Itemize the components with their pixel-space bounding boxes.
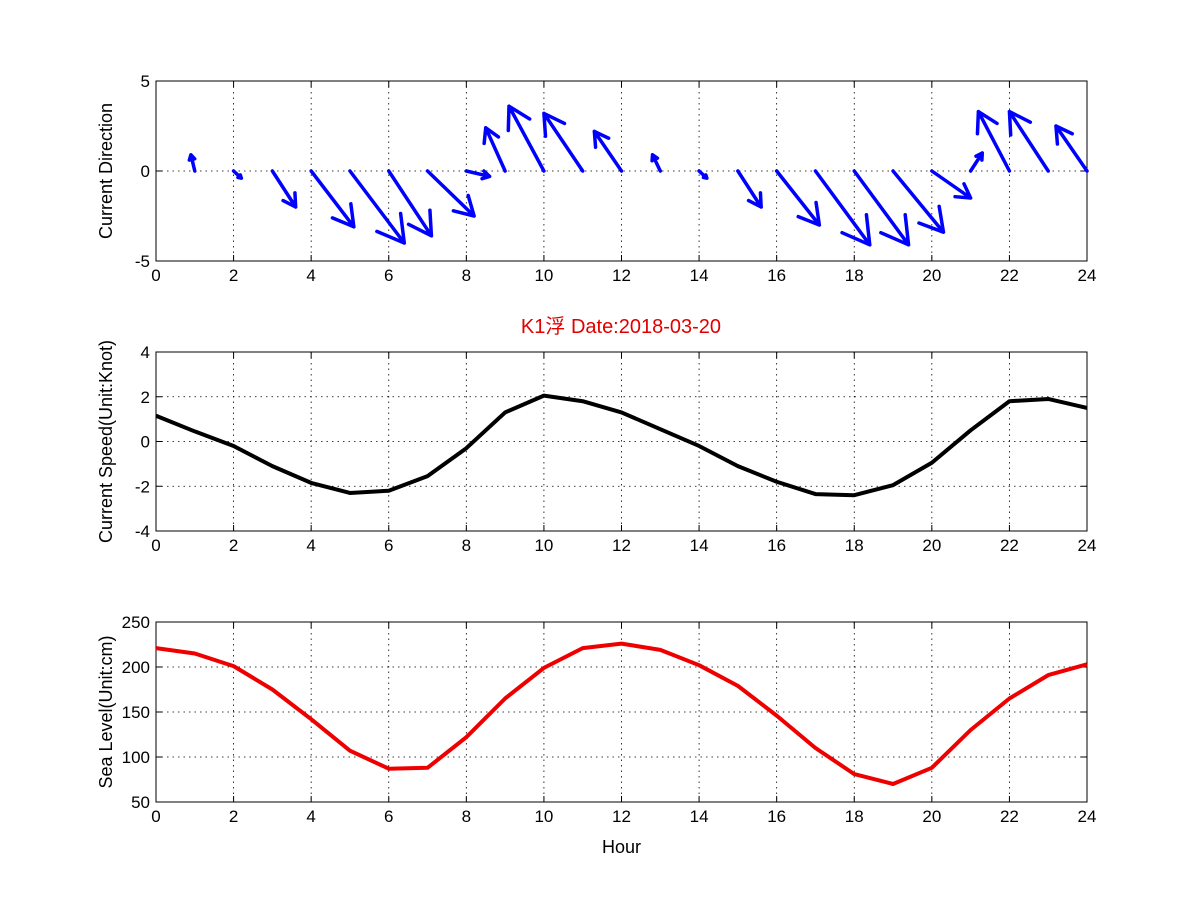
series-line xyxy=(155,641,1088,786)
y-tick-label: 150 xyxy=(122,703,150,722)
current-arrow xyxy=(464,169,492,181)
x-tick-label: 20 xyxy=(922,807,941,826)
current-arrow xyxy=(697,169,709,180)
current-arrow xyxy=(187,153,197,173)
x-axis-label: Hour xyxy=(602,837,641,857)
x-tick-label: 6 xyxy=(384,266,393,285)
current-arrow xyxy=(592,129,624,173)
x-tick-label: 16 xyxy=(767,807,786,826)
x-tick-label: 10 xyxy=(534,536,553,555)
current-arrow xyxy=(852,169,911,247)
x-tick-label: 16 xyxy=(767,536,786,555)
x-tick-label: 24 xyxy=(1078,807,1097,826)
current-arrow xyxy=(968,151,985,173)
y-axis-label: Current Speed(Unit:Knot) xyxy=(96,340,116,543)
x-tick-label: 0 xyxy=(151,536,160,555)
y-tick-label: -5 xyxy=(135,252,150,271)
x-tick-label: 2 xyxy=(229,536,238,555)
y-axis-label: Sea Level(Unit:cm) xyxy=(96,635,116,788)
x-tick-label: 22 xyxy=(1000,266,1019,285)
current-arrow xyxy=(891,169,946,234)
current-arrow xyxy=(482,126,507,173)
x-tick-label: 14 xyxy=(690,807,709,826)
x-tick-label: 16 xyxy=(767,266,786,285)
current-arrow xyxy=(387,169,434,238)
current-arrow xyxy=(542,111,585,173)
y-tick-label: 0 xyxy=(141,433,150,452)
x-tick-label: 22 xyxy=(1000,807,1019,826)
x-tick-label: 10 xyxy=(534,807,553,826)
y-tick-label: 5 xyxy=(141,72,150,91)
x-tick-label: 12 xyxy=(612,536,631,555)
x-tick-label: 12 xyxy=(612,266,631,285)
x-tick-label: 20 xyxy=(922,536,941,555)
y-tick-label: 200 xyxy=(122,658,150,677)
y-tick-label: 250 xyxy=(122,613,150,632)
x-tick-label: 6 xyxy=(384,807,393,826)
x-tick-label: 10 xyxy=(534,266,553,285)
x-tick-label: 24 xyxy=(1078,266,1097,285)
x-tick-label: 8 xyxy=(462,266,471,285)
y-axis-label: Current Direction xyxy=(96,103,116,239)
x-tick-label: 20 xyxy=(922,266,941,285)
x-tick-label: 22 xyxy=(1000,536,1019,555)
current-arrow xyxy=(774,169,822,227)
y-tick-label: 2 xyxy=(141,388,150,407)
x-tick-label: 8 xyxy=(462,807,471,826)
x-tick-label: 14 xyxy=(690,536,709,555)
x-tick-label: 6 xyxy=(384,536,393,555)
current-arrow xyxy=(975,109,1012,173)
y-tick-label: 4 xyxy=(141,343,150,362)
current-arrow xyxy=(309,169,356,229)
x-tick-label: 2 xyxy=(229,266,238,285)
x-tick-label: 4 xyxy=(306,266,315,285)
x-tick-label: 2 xyxy=(229,807,238,826)
y-tick-label: -2 xyxy=(135,477,150,496)
current-arrow xyxy=(813,169,872,247)
y-tick-label: -4 xyxy=(135,522,150,541)
current-arrow xyxy=(506,104,546,173)
x-tick-label: 4 xyxy=(306,536,315,555)
x-tick-label: 18 xyxy=(845,536,864,555)
x-tick-label: 12 xyxy=(612,807,631,826)
x-tick-label: 24 xyxy=(1078,536,1097,555)
current-arrow xyxy=(1054,124,1089,173)
series-line xyxy=(155,393,1088,498)
current-arrow xyxy=(1007,109,1050,173)
x-tick-label: 4 xyxy=(306,807,315,826)
current-arrow xyxy=(348,169,407,245)
current-arrow xyxy=(425,169,476,218)
y-tick-label: 50 xyxy=(131,793,150,812)
chart-title: K1浮 Date:2018-03-20 xyxy=(521,315,721,338)
x-tick-label: 0 xyxy=(151,807,160,826)
x-tick-label: 14 xyxy=(690,266,709,285)
axes-box xyxy=(155,621,1088,803)
x-tick-label: 8 xyxy=(462,536,471,555)
x-tick-label: 0 xyxy=(151,266,160,285)
x-tick-label: 18 xyxy=(845,266,864,285)
current-arrow xyxy=(270,169,298,209)
current-arrow xyxy=(736,169,763,209)
current-arrow xyxy=(650,153,663,173)
x-tick-label: 18 xyxy=(845,807,864,826)
current-arrow xyxy=(231,169,244,180)
current-arrow xyxy=(930,169,973,200)
y-tick-label: 100 xyxy=(122,748,150,767)
y-tick-label: 0 xyxy=(141,162,150,181)
